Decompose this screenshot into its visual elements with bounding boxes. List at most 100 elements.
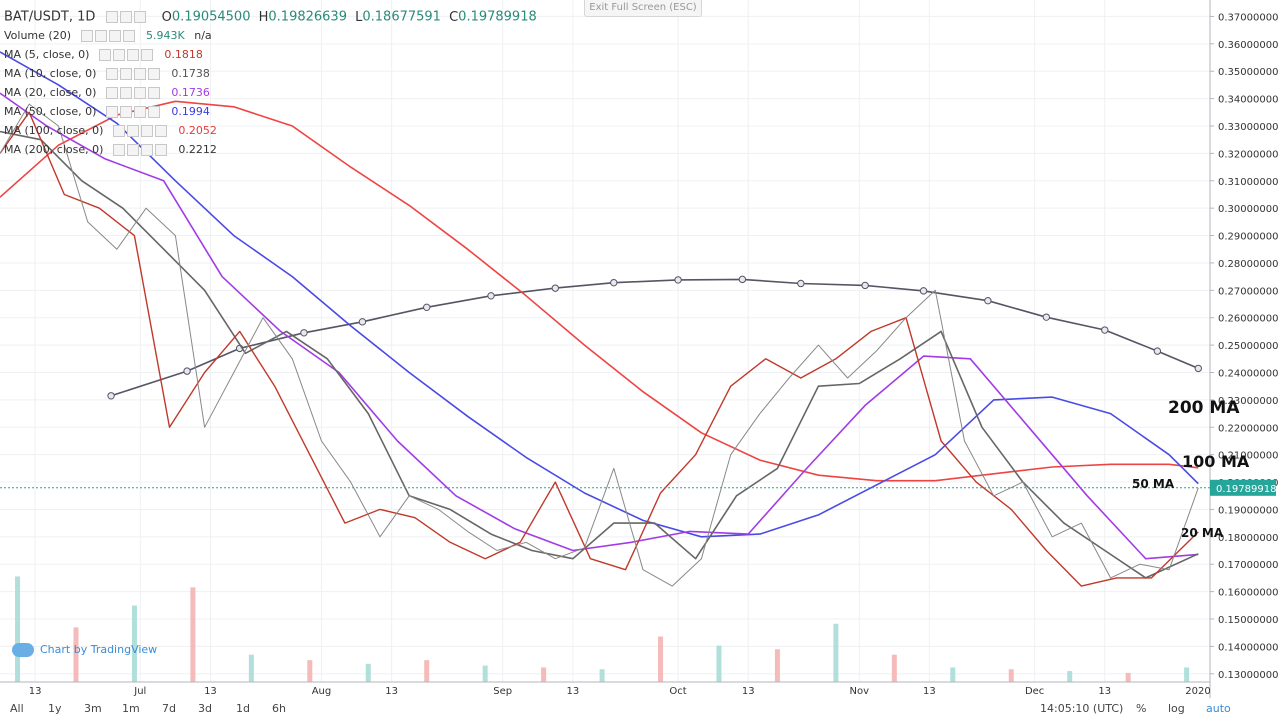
timeframe-1d[interactable]: 1d [236,702,250,715]
price-tick-label: 0.17000000 [1218,560,1278,571]
indicator-value: 0.1736 [171,86,210,99]
indicator-value: 0.2052 [178,124,217,137]
indicator-label: MA (100, close, 0) [4,124,104,137]
series-point [674,276,682,284]
symbol-label: BAT/USDT, 1D [4,9,96,25]
symbol-settings-icons[interactable] [105,8,148,26]
indicator-value-2: n/a [194,29,212,42]
volume-bar [774,649,780,682]
timeframe-7d[interactable]: 7d [162,702,176,715]
series-point [1101,326,1109,334]
volume-bar [131,605,137,682]
volume-bar [190,587,196,682]
timeframe-3m[interactable]: 3m [84,702,102,715]
series-point [797,279,805,288]
indicator-settings-icons[interactable] [105,84,162,102]
indicator-settings-icons[interactable] [80,27,137,45]
time-tick-label: 13 [204,686,217,697]
indicator-ma200[interactable]: MA (200, close, 0) 0.2212 [4,141,217,159]
price-tick-label: 0.19000000 [1218,505,1278,516]
series-point [1153,347,1162,355]
indicator-label: MA (10, close, 0) [4,67,97,80]
price-tick-label: 0.35000000 [1218,67,1278,78]
percent-toggle[interactable]: % [1136,702,1147,715]
price-tick-label: 0.23000000 [1218,396,1278,407]
volume-bar [424,660,430,682]
bottom-toolbar: All 1y 3m 1m 7d 3d 1d 6h 14:05:10 (UTC) … [0,698,1280,720]
series-point [107,392,115,400]
volume-bar [1125,672,1131,682]
time-tick-label: 2020 [1185,686,1210,697]
series-line [0,92,1199,560]
price-tick-label: 0.28000000 [1218,259,1278,270]
symbol-row: BAT/USDT, 1D O0.19054500 H0.19826639 L0.… [4,8,537,26]
timeframe-6h[interactable]: 6h [272,702,286,715]
indicator-value: 0.1738 [171,67,210,80]
open-label: O [161,9,172,25]
time-tick-label: 13 [385,686,398,697]
log-toggle[interactable]: log [1168,702,1185,715]
tradingview-branding[interactable]: Chart by TradingView [12,641,157,659]
indicator-ma50[interactable]: MA (50, close, 0) 0.1994 [4,103,210,121]
price-tick-label: 0.14000000 [1218,642,1278,653]
indicator-settings-icons[interactable] [98,46,155,64]
price-tick-label: 0.27000000 [1218,286,1278,297]
indicator-settings-icons[interactable] [112,141,169,159]
price-series [0,103,1199,587]
volume-bar [307,660,313,682]
volume-bars [15,576,1190,682]
ma-annotation: 20 MA [1181,526,1224,540]
indicator-settings-icons[interactable] [105,65,162,83]
series-point [610,278,618,287]
timeframe-all[interactable]: All [10,702,24,715]
indicator-value: 5.943K [146,29,185,42]
indicator-ma5[interactable]: MA (5, close, 0) 0.1818 [4,46,203,64]
close-label: C [449,9,459,25]
exit-fullscreen-button[interactable]: Exit Full Screen (ESC) [584,0,702,17]
open-value: 0.19054500 [171,9,251,25]
volume-bar [833,623,839,682]
volume-bar [658,636,664,682]
volume-bar [1184,667,1190,682]
volume-bar [599,669,605,682]
auto-toggle[interactable]: auto [1206,702,1231,715]
volume-bar [1067,671,1073,682]
volume-bar [891,654,897,682]
indicator-settings-icons[interactable] [112,122,169,140]
grid [0,0,1210,682]
price-tick-label: 0.26000000 [1218,314,1278,325]
indicator-label: Volume (20) [4,29,71,42]
indicator-ma100[interactable]: MA (100, close, 0) 0.2052 [4,122,217,140]
ma-annotation: 50 MA [1132,477,1175,491]
time-tick-label: Oct [669,686,686,697]
indicator-settings-icons[interactable] [105,103,162,121]
series-point [300,329,308,337]
indicator-volume[interactable]: Volume (20) 5.943K n/a [4,27,212,45]
low-label: L [355,9,363,25]
series-line [0,111,1199,587]
timeframe-3d[interactable]: 3d [198,702,212,715]
last-price-label: 0.19789918 [1216,484,1276,495]
indicator-label: MA (5, close, 0) [4,48,90,61]
price-tick-label: 0.13000000 [1218,670,1278,681]
time-tick-label: 13 [742,686,755,697]
time-tick-label: Nov [850,686,870,697]
timeframe-1y[interactable]: 1y [48,702,62,715]
series-point [358,318,367,326]
indicator-ma10[interactable]: MA (10, close, 0) 0.1738 [4,65,210,83]
series-line [0,103,1199,587]
volume-bar [15,576,21,682]
utc-clock: 14:05:10 (UTC) [1040,702,1124,715]
timeframe-1m[interactable]: 1m [122,702,140,715]
series-point [1042,313,1051,321]
indicator-ma20[interactable]: MA (20, close, 0) 0.1736 [4,84,210,102]
high-value: 0.19826639 [268,9,347,25]
time-tick-label: 13 [566,686,579,697]
price-tick-label: 0.25000000 [1218,341,1278,352]
volume-bar [482,665,488,682]
moving-averages [0,51,1203,587]
time-tick-label: 13 [923,686,936,697]
price-tick-label: 0.34000000 [1218,95,1278,106]
